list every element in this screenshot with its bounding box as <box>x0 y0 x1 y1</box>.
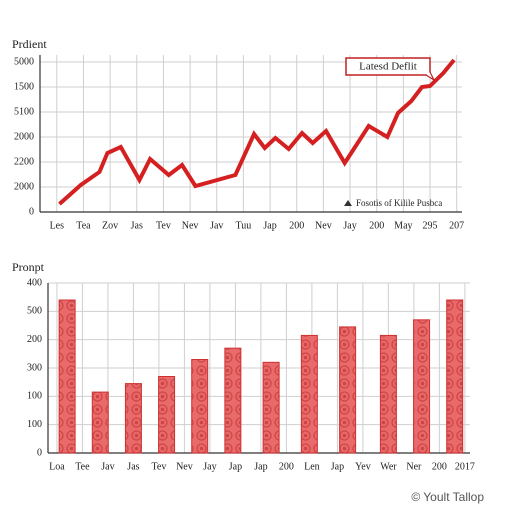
y-tick-label: 1500 <box>14 81 34 92</box>
bar-pattern <box>125 383 142 453</box>
x-tick-label: Nev <box>182 220 199 231</box>
y-tick-label: 0 <box>29 206 34 217</box>
y-tick-label: 2200 <box>14 156 34 167</box>
bar-pattern <box>380 335 397 453</box>
y-tick-label: 0 <box>37 447 42 458</box>
x-tick-label: Tea <box>76 220 91 231</box>
bar-pattern <box>92 392 109 453</box>
bar-pattern <box>446 300 463 453</box>
x-tick-label: Jas <box>131 220 143 231</box>
x-tick-label: Tee <box>75 461 90 472</box>
x-tick-label: Tev <box>156 220 171 231</box>
x-tick-label: Les <box>50 220 65 231</box>
note: Fosotis of Kilile Pusbca <box>356 198 442 208</box>
y-tick-label: 100 <box>27 391 42 402</box>
x-tick-label: 295 <box>423 220 438 231</box>
x-tick-label: Yev <box>355 461 371 472</box>
x-tick-label: Ner <box>406 461 422 472</box>
x-tick-label: Nev <box>315 220 332 231</box>
bar-pattern <box>339 326 356 453</box>
x-tick-label: May <box>394 220 412 231</box>
note-marker <box>344 200 352 206</box>
x-tick-label: 200 <box>289 220 304 231</box>
bar-pattern <box>59 300 76 453</box>
y-tick-label: 300 <box>27 362 42 373</box>
x-tick-label: 200 <box>369 220 384 231</box>
y-tick-label: 100 <box>27 419 42 430</box>
x-tick-label: Jap <box>229 461 242 472</box>
bar-pattern <box>301 335 318 453</box>
x-tick-label: Jap <box>331 461 344 472</box>
bar-pattern <box>413 319 430 453</box>
data-line <box>58 58 456 206</box>
bar-pattern <box>263 362 280 453</box>
y-tick-label: 500 <box>27 306 42 317</box>
x-tick-label: Zov <box>102 220 118 231</box>
y-tick-label: 5000 <box>14 56 34 67</box>
x-tick-label: Nev <box>176 461 193 472</box>
x-tick-label: Jay <box>203 461 216 472</box>
x-tick-label: Tuu <box>236 220 252 231</box>
x-tick-label: Jav <box>101 461 114 472</box>
bar-pattern <box>224 348 241 453</box>
chart-title: Pronpt <box>12 260 45 274</box>
x-tick-label: Tev <box>151 461 166 472</box>
bar-pattern <box>191 359 208 453</box>
x-tick-label: Jav <box>210 220 223 231</box>
y-tick-label: 5100 <box>14 106 34 117</box>
annotation: Latesd Deflit <box>359 61 417 73</box>
x-tick-label: Jap <box>263 220 276 231</box>
x-tick-label: Len <box>304 461 320 472</box>
x-tick-label: Jas <box>127 461 139 472</box>
x-tick-label: Jap <box>254 461 267 472</box>
x-tick-label: 207 <box>449 220 464 231</box>
y-tick-label: 200 <box>27 334 42 345</box>
footer: © Yoult Tallop <box>411 490 484 504</box>
x-tick-label: 200 <box>279 461 294 472</box>
x-tick-label: Jay <box>343 220 356 231</box>
x-tick-label: Loa <box>49 461 65 472</box>
x-tick-label: 2017 <box>455 461 475 472</box>
x-tick-label: 200 <box>432 461 447 472</box>
annotation-arrow <box>425 71 436 82</box>
x-tick-label: Wer <box>380 461 397 472</box>
bar-pattern <box>158 376 175 453</box>
y-tick-label: 2000 <box>14 181 34 192</box>
y-tick-label: 400 <box>27 277 42 288</box>
chart-title: Prdient <box>12 37 47 51</box>
annotation-box <box>345 57 431 76</box>
y-tick-label: 2000 <box>14 131 34 142</box>
